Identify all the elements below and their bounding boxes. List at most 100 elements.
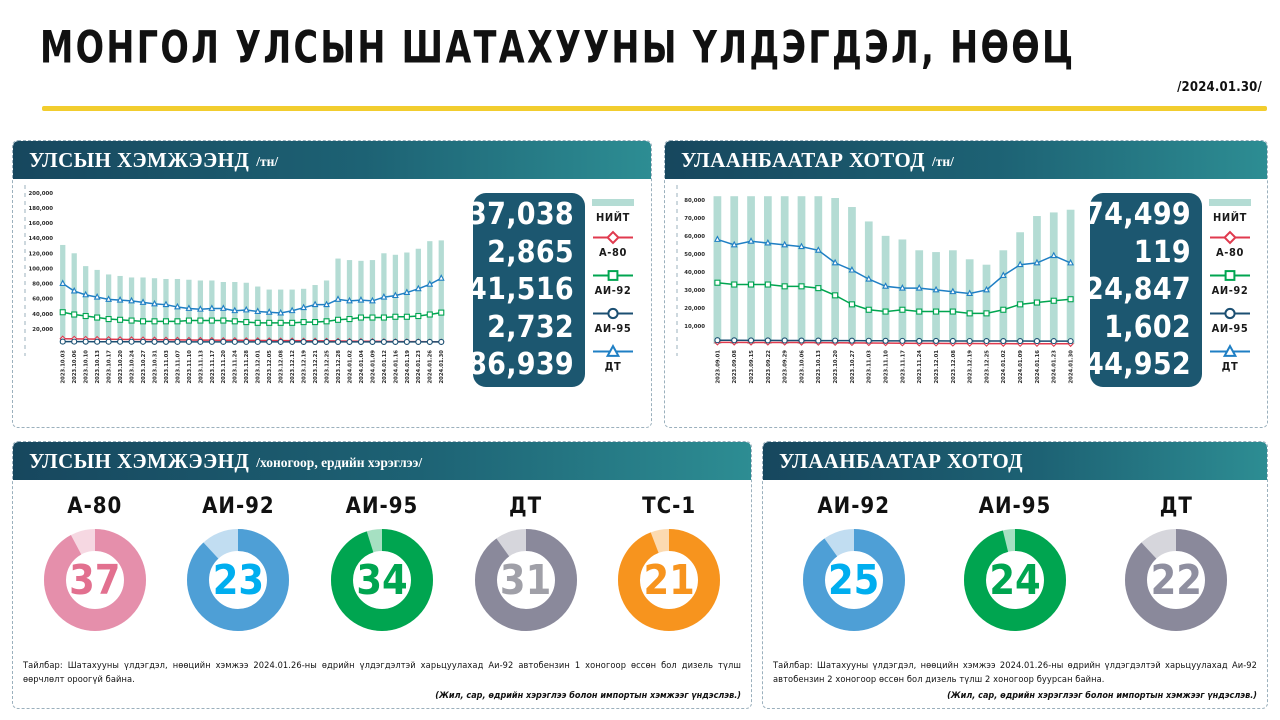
svg-text:60,000: 60,000 xyxy=(32,297,53,303)
svg-text:2024.01.16: 2024.01.16 xyxy=(393,350,399,384)
svg-text:2023.12.25: 2023.12.25 xyxy=(984,350,990,384)
legend-item[interactable]: НИЙТ xyxy=(1208,195,1252,224)
donut-label: АИ-95 xyxy=(978,494,1052,519)
legend-item[interactable]: НИЙТ xyxy=(591,195,635,224)
card-title: УЛСЫН ХЭМЖЭЭНД xyxy=(29,147,250,172)
plate-value: 74,499 xyxy=(1085,197,1191,232)
legend-item[interactable]: АИ-95 xyxy=(591,306,635,335)
svg-text:80,000: 80,000 xyxy=(32,282,53,288)
svg-text:2024.01.30: 2024.01.30 xyxy=(439,350,445,384)
legend-item[interactable]: А-80 xyxy=(591,230,635,259)
svg-text:2023.12.12: 2023.12.12 xyxy=(290,350,296,384)
footnote-text: Тайлбар: Шатахууны үлдэгдэл, нөөцийн хэм… xyxy=(23,660,741,685)
plate-value: 86,939 xyxy=(468,347,574,382)
legend-item[interactable]: АИ-95 xyxy=(1208,306,1252,335)
donut-label: ДТ xyxy=(509,494,543,519)
svg-text:2023.12.08: 2023.12.08 xyxy=(279,350,285,384)
legend-label: ДТ xyxy=(1221,360,1239,373)
plate-value: 44,952 xyxy=(1085,347,1191,382)
legend-label: АИ-92 xyxy=(594,284,632,297)
svg-text:2023.10.20: 2023.10.20 xyxy=(833,350,839,384)
donut-value: 37 xyxy=(69,555,121,604)
plate-value: 137,038 xyxy=(448,197,574,232)
legend-item[interactable]: А-80 xyxy=(1208,230,1252,259)
value-plate-ub: 74,499 119 24,847 1,602 44,952 xyxy=(1085,193,1202,387)
header-rule xyxy=(42,106,1267,111)
plate-value: 1,602 xyxy=(1104,309,1191,345)
donut-value: 25 xyxy=(827,555,880,604)
legend-item[interactable]: ДТ xyxy=(591,344,635,373)
footnote-national: Тайлбар: Шатахууны үлдэгдэл, нөөцийн хэм… xyxy=(23,659,741,701)
svg-text:2023.12.19: 2023.12.19 xyxy=(302,350,308,384)
diamond-marker-icon xyxy=(593,230,633,245)
svg-text:2023.11.10: 2023.11.10 xyxy=(883,350,889,384)
donut-label: ТС-1 xyxy=(642,494,697,519)
svg-text:2024.01.02: 2024.01.02 xyxy=(1001,350,1007,384)
svg-text:180,000: 180,000 xyxy=(28,206,53,212)
svg-text:200,000: 200,000 xyxy=(28,191,53,197)
circle-marker-icon xyxy=(1210,307,1250,320)
donut-card--[interactable]: ДТ 31 xyxy=(454,494,598,632)
donut-group-ub: АИ-92 25 АИ-95 24 ДТ 22 xyxy=(763,480,1267,708)
card-subtitle: /хоногоор, ердийн хэрэглээ/ xyxy=(256,455,423,470)
svg-text:2023.12.08: 2023.12.08 xyxy=(951,350,957,384)
donut-card--92[interactable]: АИ-92 23 xyxy=(167,494,311,632)
svg-text:2023.10.27: 2023.10.27 xyxy=(141,350,147,384)
plate-value: 41,516 xyxy=(468,272,574,307)
svg-text:2023.10.20: 2023.10.20 xyxy=(118,350,124,384)
chart-canvas-national: 20,000 40,000 60,000 80,000 100,000 120,000 14… xyxy=(24,185,445,384)
svg-text:2023.09.01: 2023.09.01 xyxy=(715,350,721,384)
svg-text:2023.10.31: 2023.10.31 xyxy=(152,350,158,384)
legend-item[interactable]: АИ-92 xyxy=(591,268,635,297)
report-date: /2024.01.30/ xyxy=(1177,80,1262,95)
card-national-stock: УЛСЫН ХЭМЖЭЭНД /тн/ 20,000 40,000 60,000 80… xyxy=(12,140,652,428)
svg-text:2023.10.24: 2023.10.24 xyxy=(129,350,135,384)
svg-text:2023.11.13: 2023.11.13 xyxy=(198,350,204,384)
legend-item[interactable]: АИ-92 xyxy=(1208,268,1252,297)
legend-item[interactable]: ДТ xyxy=(1208,344,1252,373)
card-ub-stock: УЛААНБААТАР ХОТОД /тн/ 10,000 20,000 30,00… xyxy=(664,140,1268,428)
svg-text:2023.11.10: 2023.11.10 xyxy=(187,350,193,384)
svg-text:80,000: 80,000 xyxy=(684,198,705,204)
card-title: УЛААНБААТАР ХОТОД xyxy=(779,448,1023,473)
donut-card--[interactable]: ДТ 22 xyxy=(1096,494,1257,632)
svg-text:2023.11.03: 2023.11.03 xyxy=(164,350,170,384)
plate-value: 2,732 xyxy=(487,309,574,345)
donut-card--95[interactable]: АИ-95 34 xyxy=(310,494,454,632)
svg-text:2023.11.28: 2023.11.28 xyxy=(244,350,250,384)
svg-text:2024.01.23: 2024.01.23 xyxy=(416,350,422,384)
svg-text:2023.10.06: 2023.10.06 xyxy=(72,350,78,384)
card-header-ub-stock: УЛААНБААТАР ХОТОД /тн/ xyxy=(665,141,1267,179)
legend-national: НИЙТ А-80 АИ-92 АИ-95 ДТ xyxy=(591,195,635,382)
legend-label: НИЙТ xyxy=(1213,211,1247,224)
svg-text:2023.10.10: 2023.10.10 xyxy=(84,350,90,384)
bar-marker-icon xyxy=(592,199,634,206)
svg-text:2023.10.03: 2023.10.03 xyxy=(61,350,67,384)
svg-text:2023.12.19: 2023.12.19 xyxy=(968,350,974,384)
donut-ring: 23 xyxy=(186,528,290,632)
card-unit: /тн/ xyxy=(256,154,279,169)
svg-text:2023.12.21: 2023.12.21 xyxy=(313,350,319,384)
donut-card--1[interactable]: ТС-1 21 xyxy=(597,494,741,632)
donut-card--92[interactable]: АИ-92 25 xyxy=(773,494,934,632)
donut-ring: 21 xyxy=(617,528,721,632)
svg-text:2023.11.24: 2023.11.24 xyxy=(917,350,923,384)
legend-label: А-80 xyxy=(599,246,627,259)
card-ub-days: УЛААНБААТАР ХОТОД АИ-92 25 АИ-95 24 ДТ 22 Тай… xyxy=(762,441,1268,709)
page-header: МОНГОЛ УЛСЫН ШАТАХУУНЫ ҮЛДЭГДЭЛ, НӨӨЦ /2… xyxy=(0,0,1280,112)
svg-text:2023.10.27: 2023.10.27 xyxy=(850,350,856,384)
card-title: УЛСЫН ХЭМЖЭЭНД xyxy=(29,448,250,473)
plate-value: 2,865 xyxy=(487,234,574,270)
svg-text:2023.11.03: 2023.11.03 xyxy=(867,350,873,384)
donut-card--95[interactable]: АИ-95 24 xyxy=(934,494,1095,632)
svg-text:2024.01.02: 2024.01.02 xyxy=(347,350,353,384)
donut-card--80[interactable]: А-80 37 xyxy=(23,494,167,632)
svg-text:2023.12.28: 2023.12.28 xyxy=(336,350,342,384)
svg-text:2024.01.30: 2024.01.30 xyxy=(1068,350,1074,384)
svg-text:2023.10.06: 2023.10.06 xyxy=(799,350,805,384)
donut-ring: 25 xyxy=(802,528,906,632)
svg-text:2024.01.16: 2024.01.16 xyxy=(1035,350,1041,384)
svg-text:10,000: 10,000 xyxy=(684,324,705,330)
svg-text:2023.10.17: 2023.10.17 xyxy=(107,350,113,384)
chart-ub-stock: 10,000 20,000 30,000 40,000 50,000 60,000 70,0… xyxy=(665,179,1267,427)
